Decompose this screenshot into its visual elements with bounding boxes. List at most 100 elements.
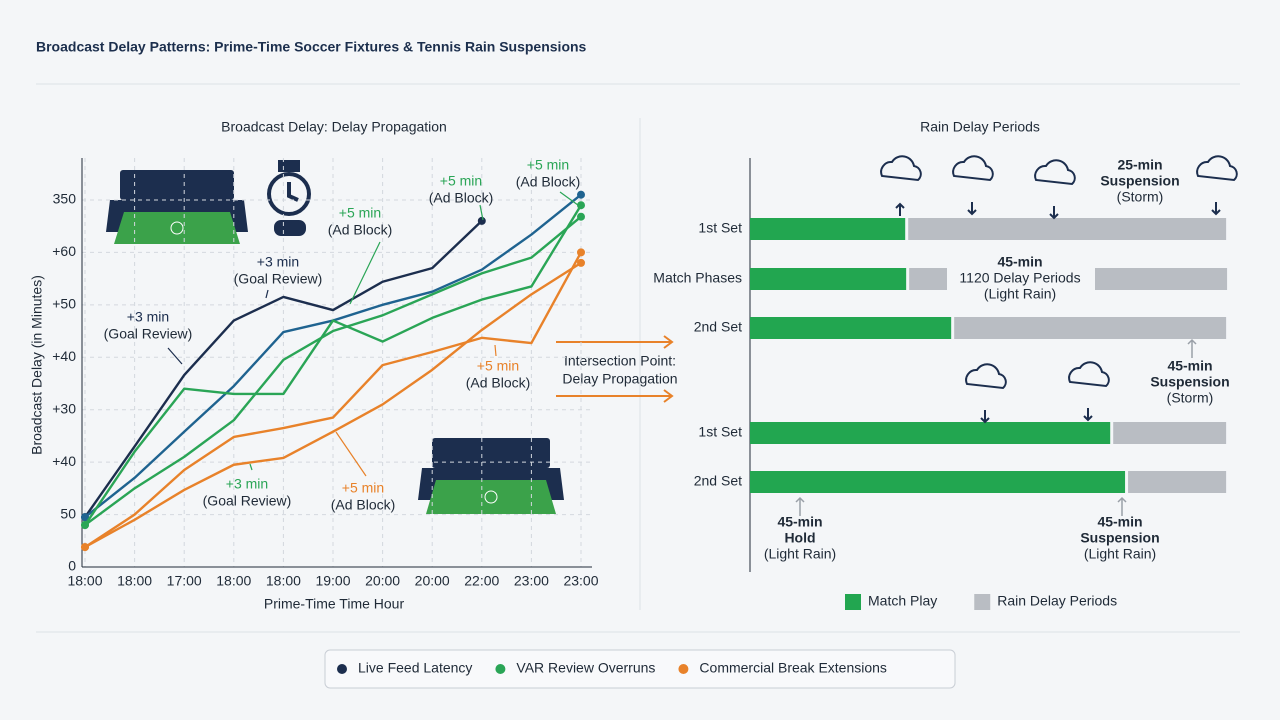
annotation: +5 min [477,358,519,374]
end-point [577,248,585,257]
end-point [81,513,89,522]
y-tick-label: +50 [52,296,76,312]
annotation: (Goal Review) [203,493,292,509]
pointer-arrow [1117,496,1127,516]
x-tick-label: 18:00 [216,573,251,589]
series-line [84,204,583,526]
annotation: Suspension [1100,173,1179,189]
bar-segment [750,471,1126,493]
y-tick-label: +40 [52,453,76,469]
annotation: Suspension [1150,374,1229,390]
legend-label: Rain Delay Periods [997,593,1117,609]
annotation: (Goal Review) [104,326,193,342]
x-tick-label: 18:00 [67,573,102,589]
annotation: (Light Rain) [1084,546,1156,562]
annotation: (Ad Block) [331,497,396,513]
legend-marker [337,664,347,674]
weather-icon [952,155,994,182]
annotation: (Storm) [1117,189,1164,205]
bar-segment [750,422,1111,444]
legend-label: Match Play [868,593,937,609]
page-title: Broadcast Delay Patterns: Prime-Time Soc… [36,39,587,55]
annotation: +5 min [339,205,381,221]
weather-icon [880,155,922,182]
end-point [577,212,585,221]
x-tick-label: 20:00 [415,573,450,589]
end-point [81,543,89,552]
annotation: +5 min [342,480,384,496]
weather-arrow [980,410,990,424]
y-axis-label: Broadcast Delay (in Minutes) [29,275,45,455]
callout-arrows [556,335,674,403]
weather-icon [1196,155,1238,182]
annotation: (Goal Review) [234,271,323,287]
stadium-icon [418,438,564,514]
annotation: Suspension [1080,530,1159,546]
annotation-pointer [494,344,497,357]
y-tick-label: +30 [52,400,76,416]
right-chart-title: Rain Delay Periods [920,119,1040,135]
annotation-pointer [479,204,484,221]
weather-arrow [1211,202,1221,216]
y-tick-label: +40 [52,348,76,364]
bar-segment [750,218,906,240]
weather-icon [1034,159,1076,186]
weather-arrow [895,202,905,216]
annotation: (Ad Block) [328,222,393,238]
end-point [577,201,585,210]
legend-label: Commercial Break Extensions [699,660,887,676]
legend-marker [678,664,689,674]
callout: Delay Propagation [562,371,677,387]
x-tick-label: 20:00 [365,573,400,589]
y-tick-label: +60 [52,243,76,259]
legend-swatch [974,594,991,610]
series-line [84,251,583,549]
y-tick-label: 2nd Set [694,319,742,335]
weather-icon [1068,361,1110,388]
annotation: +5 min [440,173,482,189]
annotation: (Ad Block) [466,375,531,391]
bar-segment [750,317,952,339]
annotation: 45-min [777,514,822,530]
annotation: (Light Rain) [764,546,836,562]
pointer-arrow [795,496,805,516]
annotation: +5 min [527,157,569,173]
annotation: (Light Rain) [984,286,1056,302]
annotation: +3 min [226,476,268,492]
bar-segment [750,268,907,290]
weather-arrow [967,202,977,216]
y-tick-label: 1st Set [698,424,742,440]
x-tick-label: 19:00 [315,573,350,589]
x-tick-label: 23:00 [563,573,598,589]
annotation-pointer [349,241,381,305]
annotation-pointer [249,463,253,471]
end-point [577,190,585,199]
annotation: Hold [784,530,815,546]
bar-segment [1128,471,1227,493]
annotation: (Storm) [1167,390,1214,406]
y-tick-label: 2nd Set [694,473,742,489]
stadium-icon [106,170,248,244]
legend-swatch [845,594,861,610]
y-tick-label: 0 [68,558,76,574]
y-tick-label: 50 [60,505,76,521]
series-line [84,261,582,549]
pointer-arrow [1187,338,1197,358]
annotation: (Ad Block) [429,190,494,206]
x-tick-label: 23:00 [514,573,549,589]
annotation: 45-min [997,254,1042,270]
x-axis-label: Prime-Time Time Hour [264,596,405,612]
annotation: 45-min [1097,514,1142,530]
y-tick-label: 1st Set [698,220,742,236]
annotation-pointer [265,289,269,299]
bar-segment [1113,422,1227,444]
annotation: 25-min [1117,157,1162,173]
annotation-pointer [335,431,367,477]
y-tick-label: 350 [53,191,77,207]
x-tick-label: 17:00 [167,573,202,589]
legend-label: VAR Review Overruns [516,660,655,676]
series-line [84,215,582,527]
bar-segment [954,317,1227,339]
callout: Intersection Point: [564,353,676,369]
